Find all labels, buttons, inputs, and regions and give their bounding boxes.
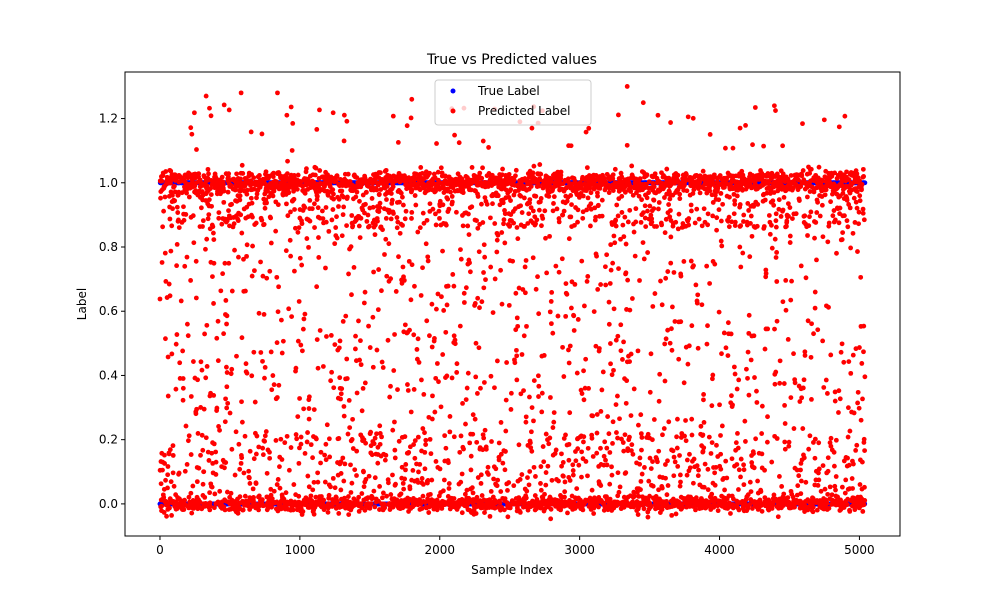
chart-title: True vs Predicted values [426,52,597,68]
points-layer [157,84,868,522]
